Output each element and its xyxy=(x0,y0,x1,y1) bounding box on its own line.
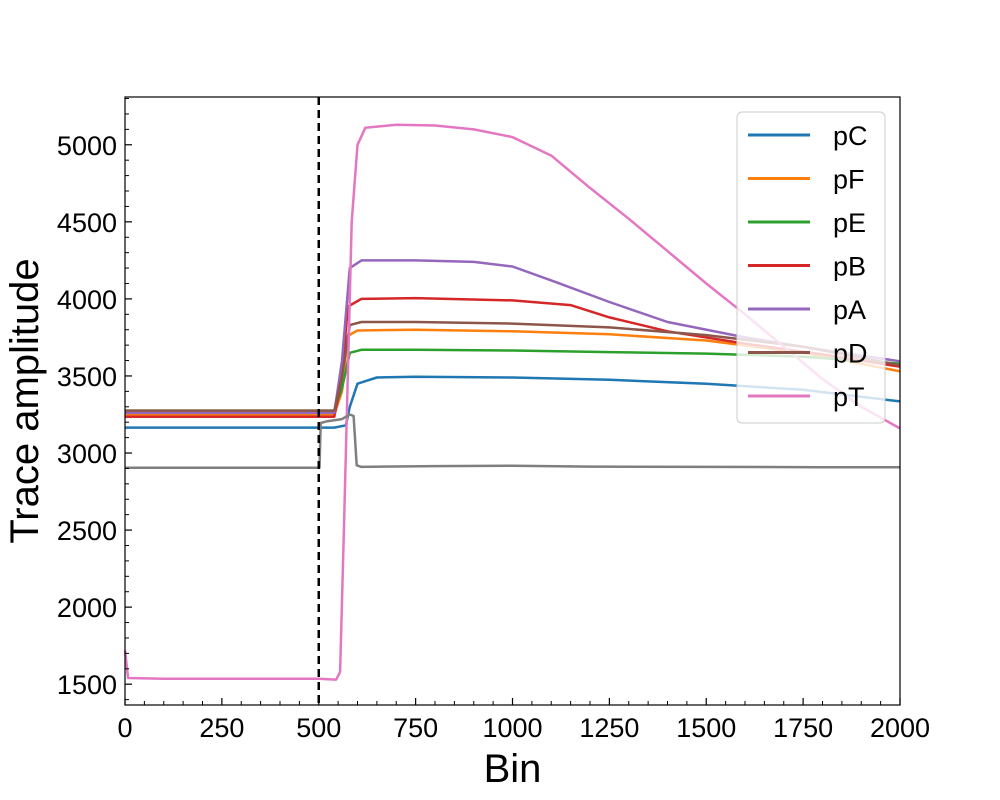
x-tick-label: 1000 xyxy=(482,713,542,743)
series-line-unnamed-7 xyxy=(125,413,900,469)
ticks-layer: 0 250 500 750 1000 1250 1500 1750 2000 1500 2000 25… xyxy=(57,98,930,743)
x-tick-label: 1500 xyxy=(676,713,736,743)
x-tick-label: 0 xyxy=(117,713,132,743)
x-tick-label: 1250 xyxy=(579,713,639,743)
legend-label-pF: pF xyxy=(833,165,865,195)
series-line-pA xyxy=(125,259,901,415)
y-tick-label: 4000 xyxy=(57,285,117,315)
x-tick-label: 1750 xyxy=(773,713,833,743)
x-axis-title: Bin xyxy=(484,747,542,791)
legend-label-pB: pB xyxy=(833,252,866,282)
legend-box xyxy=(736,111,886,424)
y-axis-title: Trace amplitude xyxy=(3,258,47,543)
series-line-pC xyxy=(125,375,901,429)
x-tick-label: 2000 xyxy=(870,713,930,743)
y-tick-label: 1500 xyxy=(57,670,117,700)
legend: pC pF pE pB pA pD pT xyxy=(736,111,886,424)
legend-label-pE: pE xyxy=(833,208,866,238)
x-tick-label: 250 xyxy=(199,713,244,743)
y-tick-label: 5000 xyxy=(57,131,117,161)
y-tick-label: 2000 xyxy=(57,593,117,623)
y-tick-label: 2500 xyxy=(57,516,117,546)
y-tick-label: 3000 xyxy=(57,439,117,469)
legend-label-pT: pT xyxy=(833,382,865,412)
legend-label-pC: pC xyxy=(833,121,868,151)
x-tick-label: 500 xyxy=(296,713,341,743)
y-tick-label: 3500 xyxy=(57,362,117,392)
legend-label-pA: pA xyxy=(833,295,866,325)
legend-label-pD: pD xyxy=(833,339,868,369)
y-tick-label: 4500 xyxy=(57,208,117,238)
x-tick-label: 750 xyxy=(393,713,438,743)
series-layer xyxy=(123,123,901,681)
